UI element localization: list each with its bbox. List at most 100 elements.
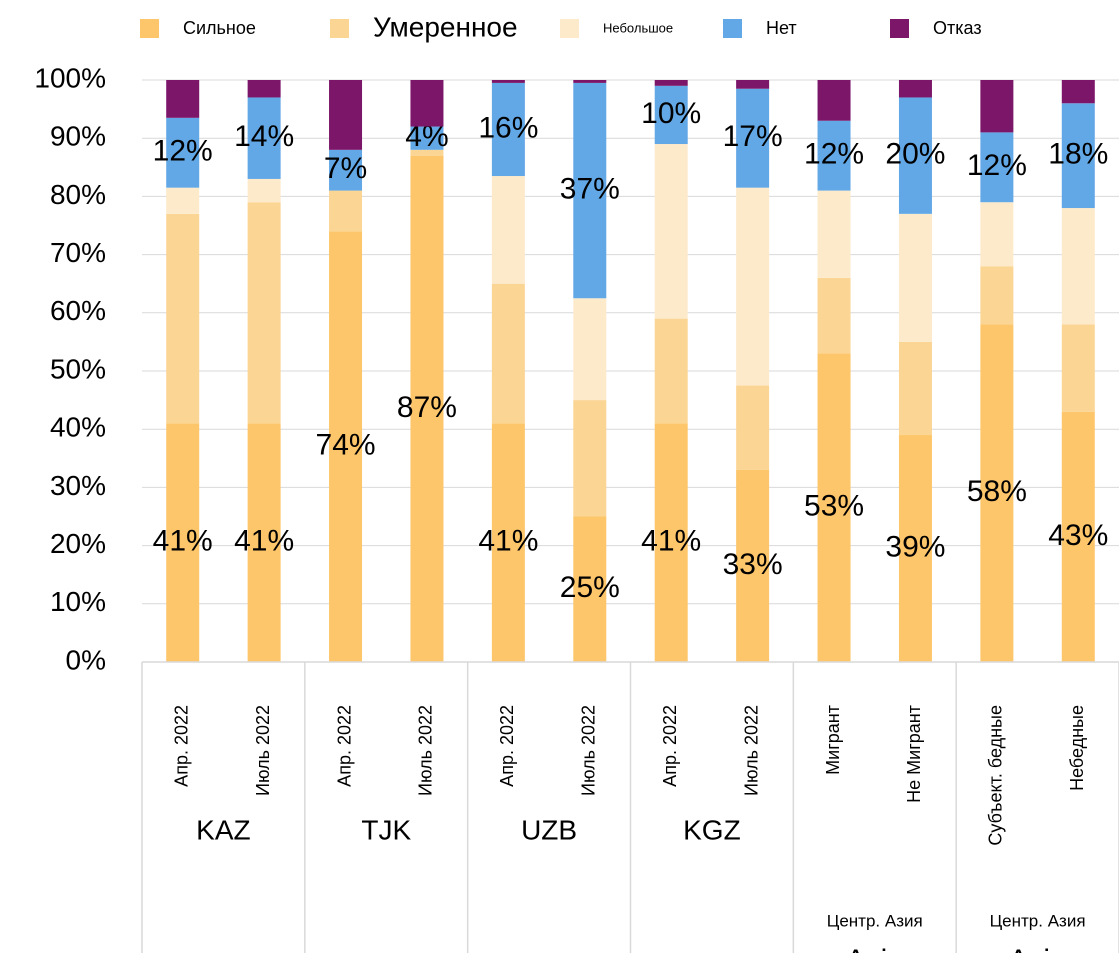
bar-segment xyxy=(410,155,444,662)
bar-segment xyxy=(736,187,770,386)
bar-segment xyxy=(329,80,363,150)
value-label: 18% xyxy=(1048,138,1108,171)
bar-segment xyxy=(573,298,607,401)
legend-swatch xyxy=(890,19,909,38)
bar-segment xyxy=(654,85,688,145)
legend-label: Отказ xyxy=(933,18,982,38)
y-tick-label: 30% xyxy=(50,470,106,501)
bar-segment xyxy=(1061,324,1095,412)
bar-segment xyxy=(573,400,607,517)
x-tick-label: Июль 2022 xyxy=(253,705,273,796)
bar-segment xyxy=(329,149,363,191)
value-label: 41% xyxy=(641,525,701,558)
value-label: 58% xyxy=(967,475,1027,508)
bar-segment xyxy=(1061,80,1095,104)
x-tick-label: Мигрант xyxy=(823,705,843,775)
bar-segment xyxy=(491,82,525,177)
bar-segment xyxy=(247,423,281,662)
x-tick-label: Июль 2022 xyxy=(416,705,436,796)
bar-segment xyxy=(817,190,851,278)
bar-segment xyxy=(980,132,1014,203)
legend-swatch xyxy=(330,19,349,38)
group-label: TJK xyxy=(361,814,411,845)
bar-segment xyxy=(573,80,607,83)
value-label: 41% xyxy=(478,525,538,558)
bar-segment xyxy=(166,117,200,188)
bar-segment xyxy=(166,80,200,118)
value-label: 53% xyxy=(804,490,864,523)
group-label: Центр. Азия xyxy=(827,911,923,930)
value-label: 12% xyxy=(804,138,864,171)
bar-segment xyxy=(980,266,1014,325)
bar-segment xyxy=(491,80,525,83)
bar-segment xyxy=(654,144,688,319)
y-tick-label: 0% xyxy=(66,644,106,675)
legend-swatch xyxy=(560,19,579,38)
value-label: 16% xyxy=(478,111,538,144)
value-label: 12% xyxy=(967,149,1027,182)
group-label: KAZ xyxy=(196,814,250,845)
legend-swatch xyxy=(723,19,742,38)
bar-segment xyxy=(817,277,851,354)
legend-label: Сильное xyxy=(183,18,256,38)
bar-segment xyxy=(491,283,525,424)
bar-segment xyxy=(898,435,932,662)
group-sublabel: Asia xyxy=(846,944,905,953)
y-tick-label: 90% xyxy=(50,121,106,152)
bar-segment xyxy=(817,353,851,662)
value-label: 39% xyxy=(885,530,945,563)
bar-segment xyxy=(980,80,1014,133)
value-label: 43% xyxy=(1048,519,1108,552)
bar-segment xyxy=(166,187,200,214)
bar-segment xyxy=(573,516,607,662)
value-label: 20% xyxy=(885,138,945,171)
bar-segment xyxy=(166,423,200,662)
legend-swatch xyxy=(140,19,159,38)
bar-segment xyxy=(654,80,688,86)
x-tick-label: Субъект. бедные xyxy=(986,705,1006,846)
y-tick-label: 10% xyxy=(50,586,106,617)
bar-segment xyxy=(817,120,851,191)
value-label: 87% xyxy=(397,391,457,424)
bar-segment xyxy=(736,469,770,662)
bar-segment xyxy=(573,82,607,299)
bar-segment xyxy=(410,80,444,127)
bar-segment xyxy=(491,423,525,662)
bar-segment xyxy=(898,80,932,98)
value-label: 41% xyxy=(234,525,294,558)
legend-label: Небольшое xyxy=(603,20,673,35)
value-label: 14% xyxy=(234,120,294,153)
x-tick-label: Небедные xyxy=(1067,705,1087,791)
bar-segment xyxy=(898,97,932,214)
bar-segment xyxy=(1061,103,1095,209)
bar-segment xyxy=(247,178,281,203)
group-label: KGZ xyxy=(683,814,741,845)
x-tick-label: Не Мигрант xyxy=(904,705,924,803)
bar-segment xyxy=(817,80,851,121)
bar-segment xyxy=(736,385,770,470)
bar-segment xyxy=(980,324,1014,662)
value-label: 41% xyxy=(153,525,213,558)
value-label: 37% xyxy=(560,173,620,206)
legend-label: Нет xyxy=(766,18,797,38)
bar-segment xyxy=(247,80,281,98)
group-label: Центр. Азия xyxy=(990,911,1086,930)
bar-segment xyxy=(1061,411,1095,662)
bar-segment xyxy=(736,80,770,89)
bar-segment xyxy=(247,202,281,424)
x-tick-label: Апр. 2022 xyxy=(497,705,517,787)
y-tick-label: 100% xyxy=(34,62,106,93)
bar-segment xyxy=(654,423,688,662)
value-label: 74% xyxy=(316,429,376,462)
x-tick-label: Апр. 2022 xyxy=(171,705,191,787)
bar-segment xyxy=(329,190,363,232)
value-label: 10% xyxy=(641,97,701,130)
bar-segment xyxy=(410,149,444,156)
bar-segment xyxy=(898,213,932,342)
group-sublabel: Asia xyxy=(1008,944,1067,953)
bar-segment xyxy=(410,126,444,150)
group-label: UZB xyxy=(521,814,577,845)
x-tick-label: Июль 2022 xyxy=(579,705,599,796)
bar-segment xyxy=(980,202,1014,267)
